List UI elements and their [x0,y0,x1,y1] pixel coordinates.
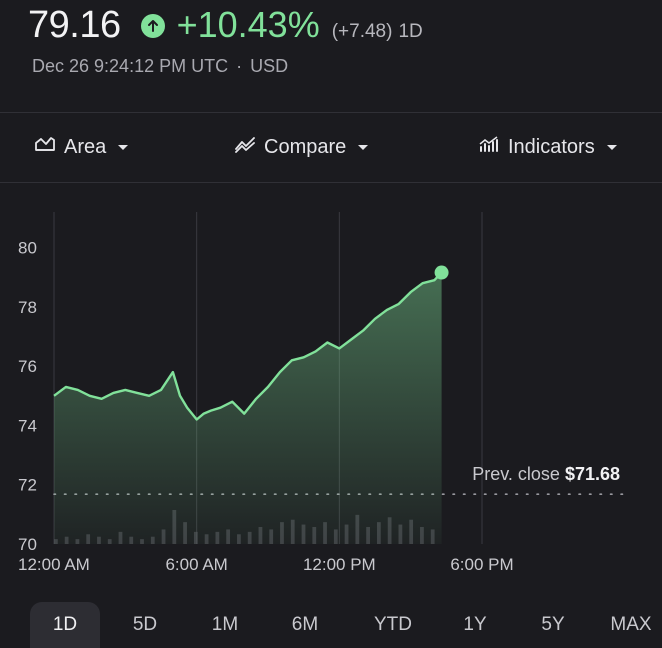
indicators-button-label: Indicators [508,135,595,158]
indicators-button[interactable]: Indicators [478,134,617,160]
quote-timestamp: Dec 26 9:24:12 PM UTC [32,56,229,76]
x-tick-label: 12:00 PM [303,555,376,574]
current-price: 79.16 [28,4,121,46]
range-tab-6m[interactable]: 6M [291,614,319,635]
chevron-down-icon [118,144,129,150]
toolbar-divider [0,182,662,183]
range-tab-5d[interactable]: 5D [132,614,158,635]
y-tick-label: 78 [18,298,37,317]
change-percent: +10.43% [176,4,320,45]
price-chart[interactable]: 12:00 AM 6:00 AM 12:00 PM 6:00 PM 80 78 76 74 72… [0,190,662,592]
last-price-dot [434,265,449,280]
y-tick-label: 76 [18,357,37,376]
y-tick-label: 70 [18,535,37,554]
x-tick-label: 6:00 AM [165,555,227,574]
range-tab-max[interactable]: MAX [610,614,652,635]
chevron-down-icon [358,144,369,150]
quote-meta: Dec 26 9:24:12 PM UTC · USD [32,56,288,77]
area-chart-icon [34,135,56,159]
meta-separator: · [236,56,243,76]
y-tick-label: 80 [18,239,37,258]
area-chart-type-button[interactable]: Area [34,134,129,160]
quote-header: 79.16 +10.43% (+7.48) 1D [28,4,423,47]
y-tick-label: 72 [18,476,37,495]
x-tick-label: 12:00 AM [18,555,90,574]
header-divider [0,112,662,113]
period-label: 1D [398,21,423,42]
price-line [53,271,443,421]
range-tabs: 1D 5D 1M 6M YTD 1Y 5Y MAX [0,602,662,648]
price-area-fill [54,272,442,544]
range-tab-1d[interactable]: 1D [30,602,100,648]
compare-button[interactable]: Compare [234,134,369,160]
range-tab-1y[interactable]: 1Y [463,614,487,635]
currency-label: USD [250,56,289,76]
change-absolute: (+7.48) [331,21,393,42]
x-tick-label: 6:00 PM [450,555,513,574]
prev-close-value: $71.68 [565,464,620,484]
area-button-label: Area [64,135,107,158]
chevron-down-icon [606,144,617,150]
prev-close-label: Prev. close $71.68 [472,464,620,484]
range-tab-ytd[interactable]: YTD [374,614,412,635]
arrow-up-circle-icon [140,14,165,38]
range-tab-1m[interactable]: 1M [211,614,239,635]
compare-icon [234,135,256,159]
y-tick-label: 74 [18,416,37,435]
compare-button-label: Compare [264,135,347,158]
range-tab-5y[interactable]: 5Y [541,614,565,635]
prev-close-caption: Prev. close [472,464,565,484]
indicators-icon [478,135,500,159]
